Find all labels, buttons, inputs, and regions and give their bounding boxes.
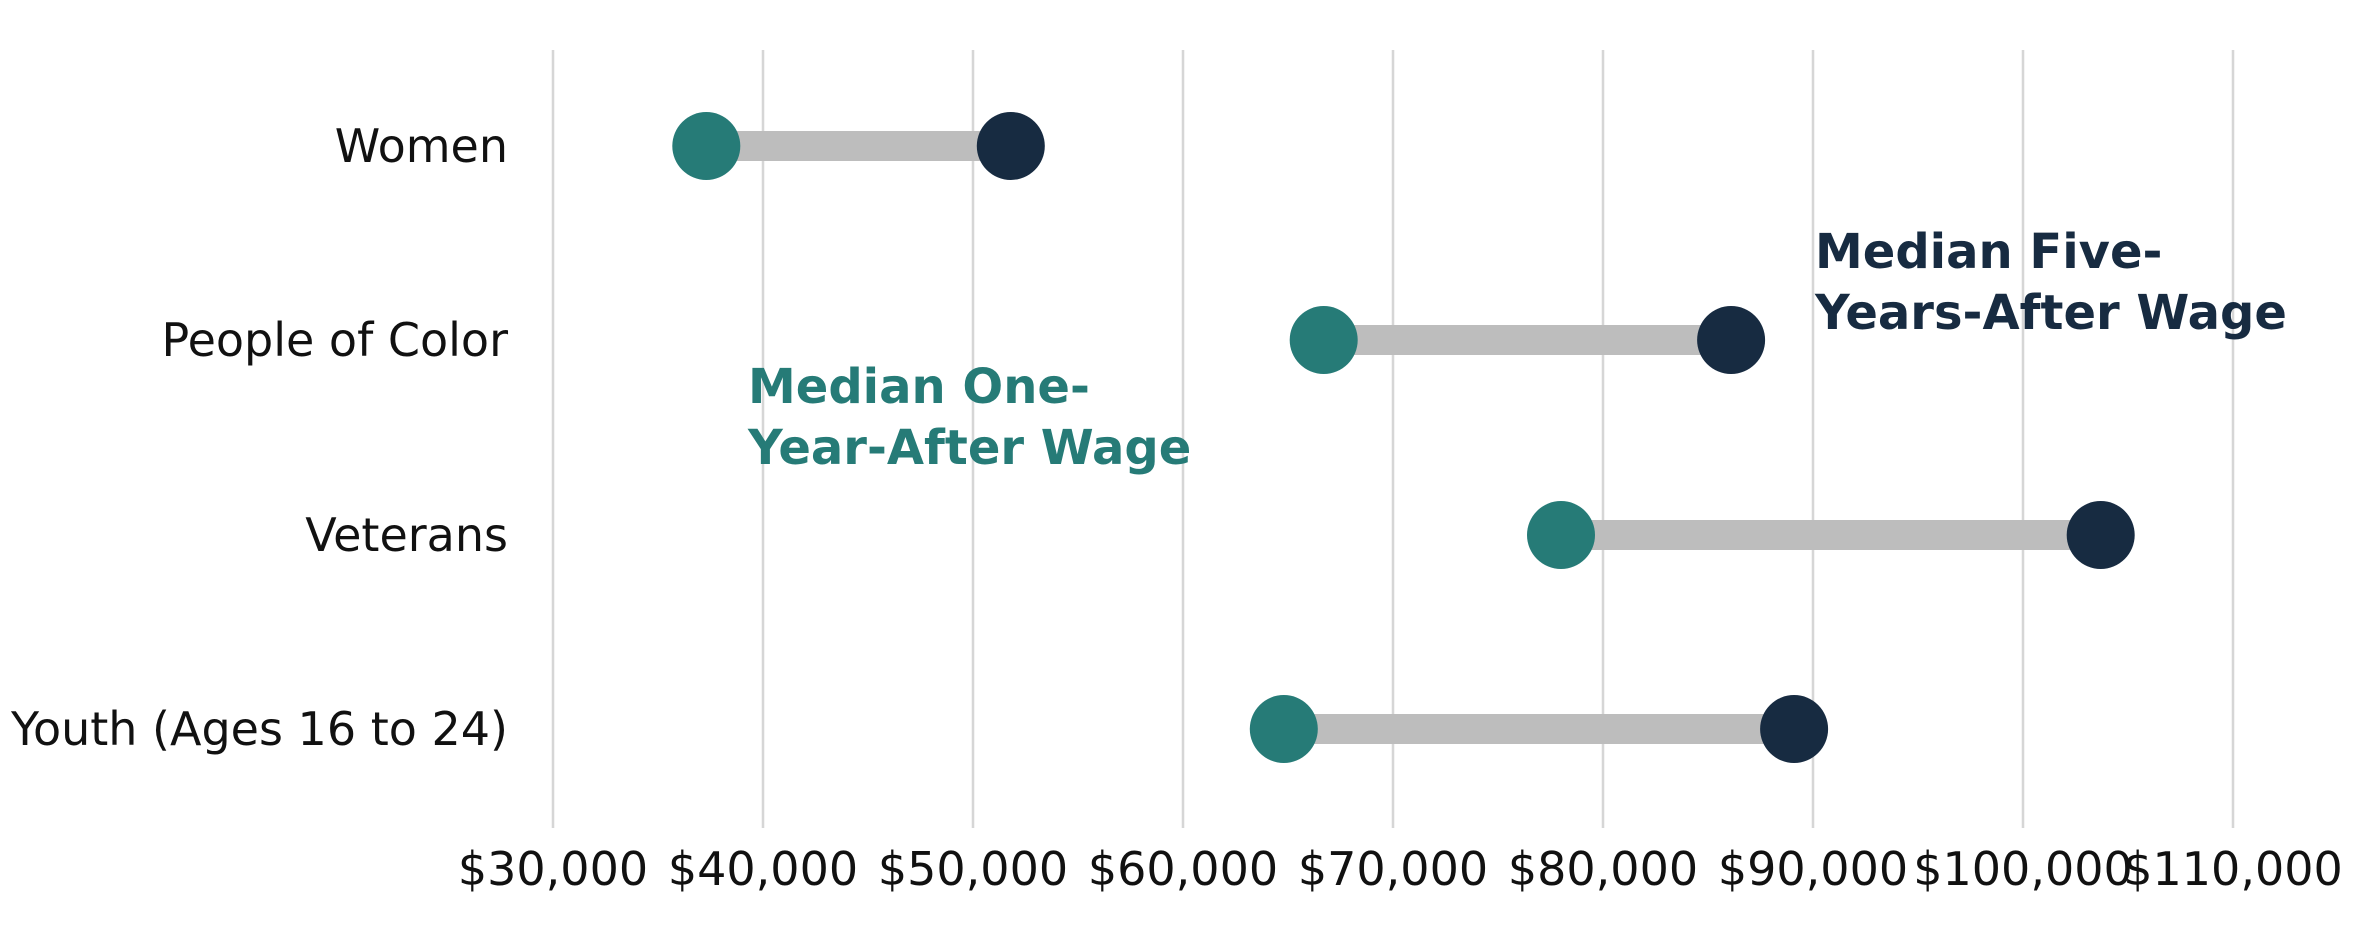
connector-bar	[1283, 714, 1795, 744]
five-year-wage-dot	[976, 112, 1045, 180]
category-label: Women	[335, 119, 508, 173]
x-tick-label: $90,000	[1718, 842, 1908, 896]
one-year-wage-dot	[1527, 501, 1595, 569]
category-label: Veterans	[305, 508, 508, 562]
five-year-wage-dot	[1760, 695, 1829, 763]
x-tick-label: $80,000	[1508, 842, 1698, 896]
x-tick-label: $70,000	[1298, 842, 1488, 896]
five-year-wage-dot	[1697, 306, 1766, 374]
x-tick-label: $110,000	[2123, 842, 2343, 896]
five-year-wage-dot	[2066, 501, 2135, 569]
five-year-wage-annotation: Years-After Wage	[1814, 285, 2287, 341]
x-tick-label: $30,000	[458, 842, 648, 896]
x-tick-label: $100,000	[1913, 842, 2133, 896]
category-label: Youth (Ages 16 to 24)	[10, 702, 508, 756]
five-year-wage-annotation: Median Five-	[1815, 224, 2162, 280]
one-year-wage-annotation: Median One-	[748, 359, 1090, 415]
x-tick-label: $60,000	[1088, 842, 1278, 896]
one-year-wage-annotation: Year-After Wage	[747, 420, 1191, 476]
connector-bar	[1561, 520, 2101, 550]
one-year-wage-dot	[1249, 695, 1318, 763]
one-year-wage-dot	[672, 112, 741, 180]
x-tick-label: $40,000	[668, 842, 858, 896]
category-label: People of Color	[161, 313, 508, 367]
one-year-wage-dot	[1289, 306, 1358, 374]
x-tick-label: $50,000	[878, 842, 1068, 896]
connector-bar	[706, 131, 1011, 161]
connector-bar	[1323, 325, 1732, 355]
